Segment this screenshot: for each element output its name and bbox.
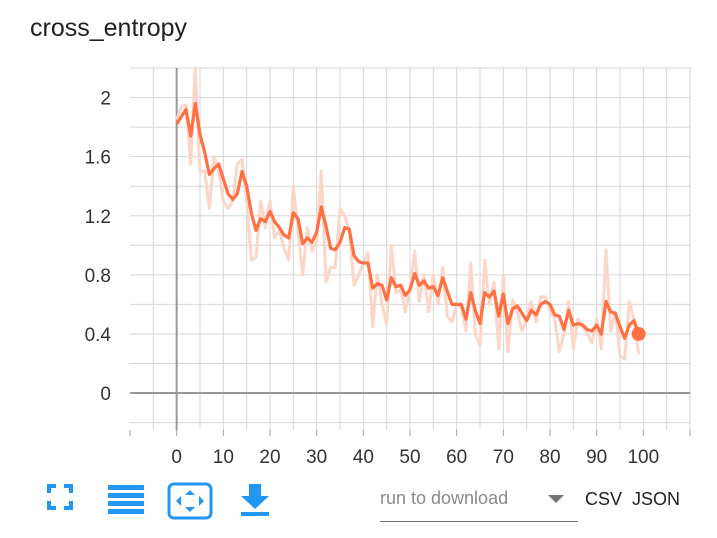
grid-lines <box>130 67 691 430</box>
run-to-download-select[interactable]: run to download <box>380 485 578 522</box>
x-tick-label: 20 <box>259 447 280 468</box>
csv-link[interactable]: CSV <box>585 489 623 509</box>
fullscreen-icon <box>47 484 73 510</box>
run-select-placeholder: run to download <box>380 488 509 508</box>
x-tick-label: 10 <box>213 447 234 468</box>
series-layer <box>175 66 646 361</box>
chevron-down-icon <box>548 495 564 503</box>
chart-toolbar <box>0 470 717 530</box>
x-tick-label: 40 <box>353 447 374 468</box>
y-tick-label: 2 <box>100 89 111 110</box>
smoothed-series-line <box>175 101 641 340</box>
x-tick-labels: 0 10 20 30 40 50 60 70 80 90 100 <box>171 447 659 468</box>
y-tick-label: 1.2 <box>85 207 111 228</box>
y-tick-label: 0 <box>100 384 111 405</box>
axes <box>129 68 691 436</box>
x-tick-label: 70 <box>493 447 514 468</box>
x-tick-label: 100 <box>627 447 659 468</box>
x-tick-label: 50 <box>399 447 420 468</box>
line-chart[interactable]: 0 0.4 0.8 1.2 1.6 2 0 10 20 30 40 50 60 70 80 90 100 <box>0 0 717 470</box>
y-tick-label: 1.6 <box>85 148 111 169</box>
y-tick-labels: 0 0.4 0.8 1.2 1.6 2 <box>85 89 112 406</box>
x-tick-label: 90 <box>586 447 607 468</box>
fit-to-data-icon <box>167 482 213 520</box>
raw-series-line <box>175 66 641 361</box>
x-tick-label: 0 <box>171 447 182 468</box>
last-point-marker <box>631 326 646 341</box>
download-button[interactable] <box>238 482 272 523</box>
fit-domain-button[interactable] <box>167 482 213 525</box>
x-tick-label: 30 <box>306 447 327 468</box>
toggle-log-scale-button[interactable] <box>106 482 146 521</box>
lines-icon <box>108 485 144 514</box>
x-tick-label: 60 <box>446 447 467 468</box>
y-tick-label: 0.8 <box>85 266 111 287</box>
x-tick-label: 80 <box>539 447 560 468</box>
json-link[interactable]: JSON <box>632 489 681 509</box>
y-tick-label: 0.4 <box>85 325 112 346</box>
download-icon <box>241 484 269 516</box>
chart-title: cross_entropy <box>30 14 188 42</box>
fullscreen-button[interactable] <box>45 482 75 517</box>
